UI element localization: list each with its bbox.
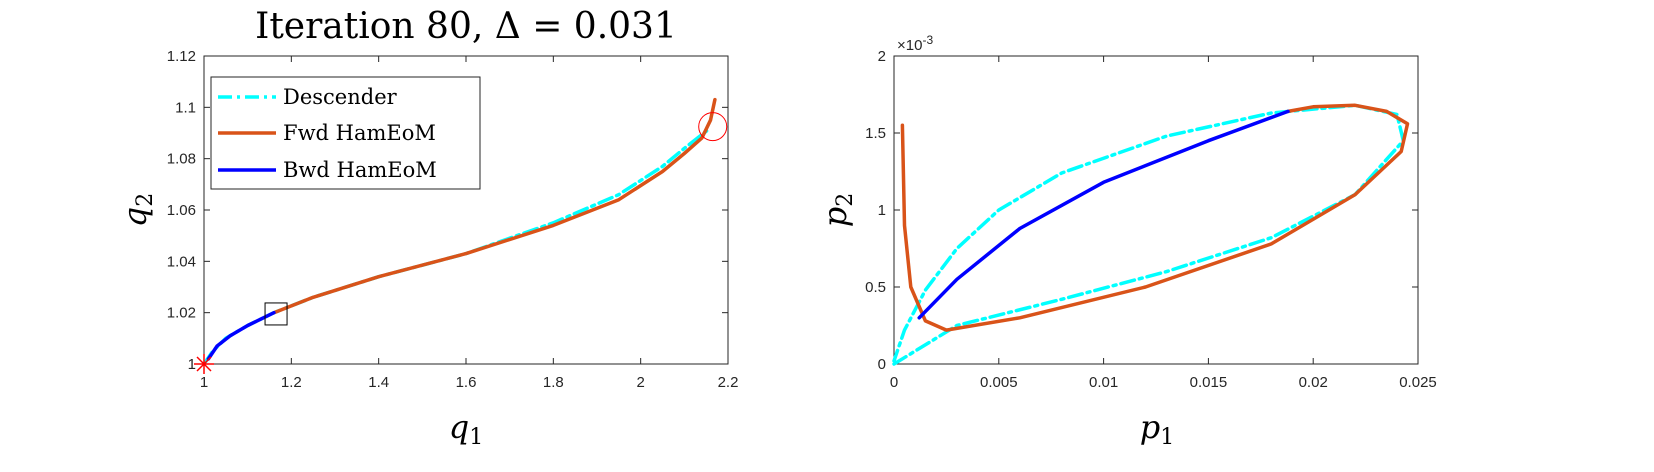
left-series-group: [202, 97, 717, 366]
right-x-tick-label: 0.015: [1190, 374, 1228, 391]
right-series-group: [892, 103, 1410, 366]
left-y-tick-label: 1.08: [167, 151, 196, 168]
right-y-tick-label: 0: [878, 356, 886, 373]
right-exponent-base: ×10: [897, 37, 922, 54]
left-plot: Iteration 80, Δ = 0.031 1 1.2 1.4 1.6 1.8 2 2.…: [116, 6, 738, 450]
left-markers-group: [194, 112, 728, 374]
right-exponent-power: -3: [922, 33, 933, 47]
right-x-tick-label: 0.01: [1089, 374, 1118, 391]
left-y-tick-label: 1: [188, 356, 196, 373]
left-y-tick-label: 1.12: [167, 48, 196, 65]
right-y-axis-label-main: p: [816, 207, 854, 227]
legend-label-bwd: Bwd HamEoM: [283, 158, 437, 182]
right-y-axis-label: p2: [816, 193, 858, 227]
left-y-axis-label-sub: 2: [133, 193, 158, 207]
start-star-marker: [194, 354, 214, 374]
right-y-tick-label: 2: [878, 48, 886, 65]
left-y-tick-label: 1.04: [167, 253, 196, 270]
left-y-axis-label-main: q: [116, 207, 154, 227]
right-x-tick-label: 0.005: [980, 374, 1018, 391]
legend-label-descender: Descender: [283, 85, 398, 109]
left-x-tick-label: 1.2: [281, 374, 302, 391]
left-y-axis-label: q2: [116, 193, 158, 227]
left-x-tick-label: 2: [636, 374, 644, 391]
right-x-tick-label: 0.025: [1399, 374, 1437, 391]
right-axes-box: [893, 55, 1419, 365]
left-legend: Descender Fwd HamEoM Bwd HamEoM: [210, 76, 481, 190]
left-y-tick-label: 1.1: [175, 99, 196, 116]
right-y-tick-label: 0.5: [865, 279, 886, 296]
right-axis-ticks: 0 0.005 0.01 0.015 0.02 0.025 0 0.5 1 1.5 2: [865, 48, 1437, 391]
left-x-tick-label: 2.2: [718, 374, 739, 391]
left-y-tick-label: 1.06: [167, 202, 196, 219]
left-y-tick-label: 1.02: [167, 305, 196, 322]
right-x-tick-label: 0: [890, 374, 898, 391]
left-x-tick-label: 1: [200, 374, 208, 391]
right-y-tick-label: 1.5: [865, 125, 886, 142]
left-x-tick-label: 1.6: [456, 374, 477, 391]
left-x-axis-label-main: q: [449, 408, 469, 446]
left-x-tick-label: 1.4: [368, 374, 389, 391]
left-series-bwd-hameom: [206, 310, 276, 361]
left-axis-ticks: 1 1.2 1.4 1.6 1.8 2 2.2 1 1.02 1.04 1.06 1.08 1.1 1.1…: [167, 48, 739, 391]
left-plot-title: Iteration 80, Δ = 0.031: [255, 6, 677, 47]
left-x-axis-label: q1: [449, 408, 483, 450]
right-x-axis-label: p1: [1140, 408, 1174, 450]
end-circle-marker: [698, 112, 728, 142]
right-y-tick-label: 1: [878, 202, 886, 219]
right-y-axis-label-sub: 2: [833, 193, 858, 207]
right-series-bwd-hameom: [917, 109, 1290, 320]
left-series-fwd-hameom: [272, 97, 717, 315]
legend-label-fwd: Fwd HamEoM: [283, 121, 436, 145]
right-x-axis-label-main: p: [1140, 408, 1160, 446]
right-x-tick-label: 0.02: [1299, 374, 1328, 391]
left-x-axis-label-sub: 1: [469, 425, 483, 450]
left-x-tick-label: 1.8: [543, 374, 564, 391]
right-plot-area: [893, 55, 1419, 365]
right-exponent-label: ×10-3: [897, 33, 933, 54]
right-series-fwd-hameom: [900, 103, 1410, 332]
square-marker: [264, 302, 288, 326]
right-x-axis-label-sub: 1: [1160, 425, 1174, 450]
